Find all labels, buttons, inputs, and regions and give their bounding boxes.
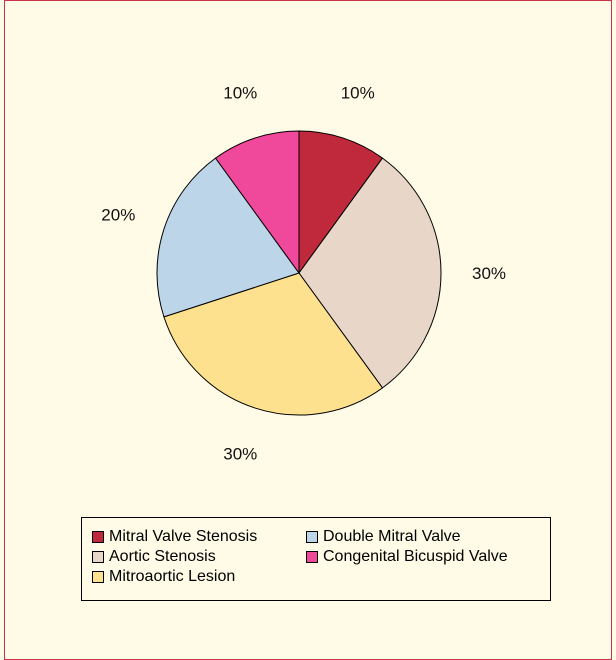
chart-frame: 10% 30% 30% 20% 10% Mitral Valve Stenosis Do… xyxy=(4,0,612,660)
legend-label: Mitroaortic Lesion xyxy=(109,568,236,585)
slice-label: 30% xyxy=(472,264,506,283)
slice-label: 30% xyxy=(223,445,257,464)
legend-item-mitral-valve-stenosis: Mitral Valve Stenosis xyxy=(92,528,257,546)
legend-swatch xyxy=(92,551,104,563)
pie-slice-double-mitral-valve xyxy=(156,157,300,318)
legend-label: Mitral Valve Stenosis xyxy=(109,528,258,545)
legend-item-aortic-stenosis: Aortic Stenosis xyxy=(92,548,216,566)
legend-swatch xyxy=(306,551,318,563)
legend-label: Aortic Stenosis xyxy=(109,548,216,565)
slice-label: 10% xyxy=(341,83,375,102)
legend-item-mitroaortic-lesion: Mitroaortic Lesion xyxy=(92,568,235,586)
pie-slice-mitroaortic-lesion xyxy=(163,272,384,416)
pie-slice-congenital-bicuspid-valve xyxy=(214,130,300,275)
legend-swatch xyxy=(92,531,104,543)
legend: Mitral Valve Stenosis Double Mitral Valv… xyxy=(81,517,551,601)
legend-swatch xyxy=(306,531,318,543)
legend-item-congenital-bicuspid-valve: Congenital Bicuspid Valve xyxy=(306,548,508,566)
legend-item-double-mitral-valve: Double Mitral Valve xyxy=(306,528,461,546)
slice-label: 20% xyxy=(101,205,135,224)
legend-swatch xyxy=(92,571,104,583)
pie-slice-aortic-stenosis xyxy=(298,157,442,389)
legend-label: Congenital Bicuspid Valve xyxy=(323,548,508,565)
pie-chart: 10% 30% 30% 20% 10% xyxy=(101,83,506,464)
legend-label: Double Mitral Valve xyxy=(323,528,461,545)
pie-slice-mitral-valve-stenosis xyxy=(298,130,384,275)
slice-label: 10% xyxy=(223,83,257,102)
